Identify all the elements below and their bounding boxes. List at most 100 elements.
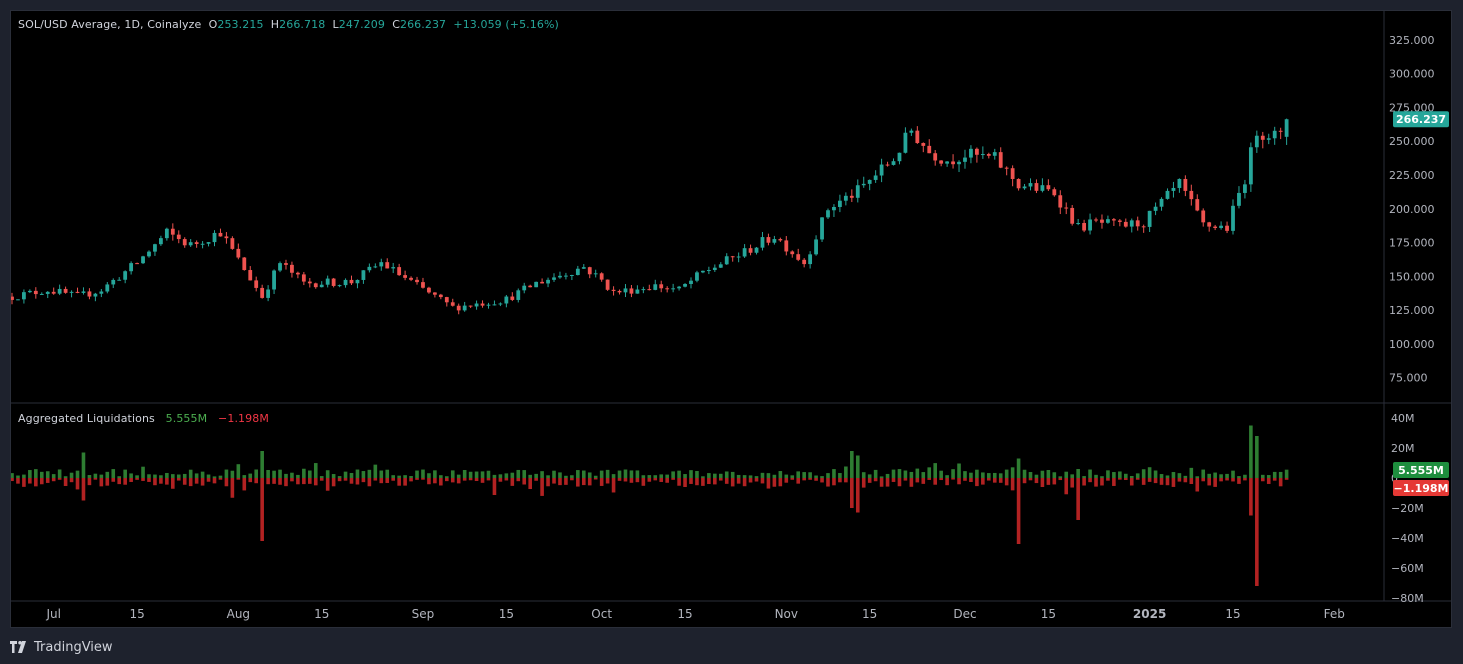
- candle-body[interactable]: [325, 278, 330, 285]
- candle-body[interactable]: [1141, 226, 1146, 228]
- candle-body[interactable]: [391, 267, 396, 269]
- tradingview-brand[interactable]: TradingView: [34, 639, 113, 655]
- candle-body[interactable]: [456, 305, 461, 311]
- candle-body[interactable]: [1237, 192, 1241, 206]
- candle-body[interactable]: [349, 279, 354, 284]
- candle-body[interactable]: [295, 272, 300, 275]
- candle-body[interactable]: [1010, 168, 1015, 179]
- time-axis-tick-label[interactable]: Dec: [953, 607, 976, 621]
- time-axis-tick-label[interactable]: Nov: [775, 607, 798, 621]
- candle-body[interactable]: [933, 153, 938, 161]
- candle-body[interactable]: [832, 206, 836, 211]
- candle-body[interactable]: [1022, 186, 1027, 189]
- candle-body[interactable]: [361, 270, 366, 280]
- candle-body[interactable]: [528, 285, 533, 288]
- candle-body[interactable]: [986, 154, 991, 156]
- time-axis-tick-label[interactable]: 15: [499, 607, 514, 621]
- candle-body[interactable]: [22, 292, 26, 300]
- time-axis-tick-label[interactable]: Oct: [591, 607, 612, 621]
- candle-body[interactable]: [867, 179, 872, 184]
- candle-body[interactable]: [534, 281, 539, 288]
- candle-body[interactable]: [16, 299, 20, 301]
- candle-body[interactable]: [540, 281, 544, 284]
- candle-body[interactable]: [1248, 147, 1253, 185]
- candle-body[interactable]: [1207, 222, 1212, 227]
- candle-body[interactable]: [790, 251, 795, 255]
- candle-body[interactable]: [117, 279, 122, 281]
- candle-body[interactable]: [450, 302, 455, 306]
- candle-body[interactable]: [969, 148, 973, 158]
- candle-body[interactable]: [772, 239, 777, 243]
- candle-body[interactable]: [1260, 135, 1265, 140]
- candle-body[interactable]: [278, 263, 282, 271]
- candle-body[interactable]: [599, 273, 604, 280]
- candle-body[interactable]: [522, 285, 527, 291]
- candle-body[interactable]: [1076, 223, 1081, 225]
- candle-body[interactable]: [367, 266, 372, 271]
- candle-body[interactable]: [1088, 219, 1092, 231]
- candle-body[interactable]: [760, 237, 765, 248]
- candle-body[interactable]: [635, 289, 640, 294]
- candle-body[interactable]: [1213, 226, 1218, 228]
- candle-body[interactable]: [1082, 223, 1087, 231]
- candle-body[interactable]: [575, 268, 580, 276]
- time-axis-tick-label[interactable]: 15: [677, 607, 692, 621]
- candle-body[interactable]: [1171, 187, 1176, 191]
- candle-body[interactable]: [951, 161, 955, 165]
- candle-body[interactable]: [605, 279, 610, 290]
- candle-body[interactable]: [170, 228, 175, 235]
- candle-body[interactable]: [736, 256, 741, 258]
- candle-body[interactable]: [123, 271, 128, 280]
- candle-body[interactable]: [403, 275, 408, 278]
- candle-body[interactable]: [1165, 190, 1170, 199]
- candle-body[interactable]: [409, 277, 413, 280]
- candle-body[interactable]: [81, 291, 86, 293]
- candle-body[interactable]: [1189, 190, 1194, 200]
- candle-body[interactable]: [147, 251, 151, 257]
- candle-body[interactable]: [915, 130, 920, 144]
- candle-body[interactable]: [748, 248, 753, 253]
- candle-body[interactable]: [1147, 210, 1152, 227]
- candle-body[interactable]: [802, 259, 807, 265]
- candle-body[interactable]: [861, 183, 866, 186]
- candle-body[interactable]: [611, 289, 616, 291]
- candle-body[interactable]: [63, 288, 68, 293]
- candle-body[interactable]: [974, 148, 979, 155]
- candle-body[interactable]: [1231, 205, 1235, 231]
- candle-body[interactable]: [301, 274, 306, 282]
- candle-body[interactable]: [1004, 167, 1009, 169]
- candle-body[interactable]: [939, 160, 944, 164]
- candle-body[interactable]: [1177, 178, 1182, 188]
- candle-body[interactable]: [1070, 207, 1075, 224]
- candle-body[interactable]: [849, 195, 854, 198]
- candle-body[interactable]: [385, 262, 390, 269]
- candle-body[interactable]: [701, 270, 705, 273]
- candle-body[interactable]: [998, 152, 1003, 168]
- candle-body[interactable]: [27, 290, 32, 293]
- candle-body[interactable]: [331, 278, 336, 286]
- candle-body[interactable]: [194, 242, 199, 245]
- candle-body[interactable]: [641, 289, 646, 291]
- candle-body[interactable]: [653, 284, 658, 290]
- candle-body[interactable]: [212, 232, 217, 243]
- candle-body[interactable]: [462, 305, 467, 311]
- candle-body[interactable]: [718, 264, 723, 268]
- time-axis-tick-label[interactable]: 15: [862, 607, 877, 621]
- candle-body[interactable]: [1052, 189, 1057, 196]
- candle-body[interactable]: [546, 279, 550, 284]
- candle-body[interactable]: [617, 290, 622, 293]
- candle-body[interactable]: [254, 280, 259, 288]
- candle-body[interactable]: [427, 287, 431, 293]
- candle-body[interactable]: [355, 279, 360, 284]
- candle-body[interactable]: [593, 273, 598, 275]
- time-axis-tick-label[interactable]: Sep: [412, 607, 435, 621]
- candle-body[interactable]: [474, 303, 479, 307]
- candle-body[interactable]: [153, 244, 157, 252]
- candle-body[interactable]: [1159, 198, 1164, 207]
- liquidations-title[interactable]: Aggregated Liquidations: [18, 412, 155, 425]
- candle-body[interactable]: [957, 161, 961, 165]
- candle-body[interactable]: [164, 228, 169, 239]
- tradingview-logo-icon[interactable]: [10, 641, 28, 653]
- candle-body[interactable]: [724, 256, 729, 265]
- candle-body[interactable]: [873, 175, 878, 180]
